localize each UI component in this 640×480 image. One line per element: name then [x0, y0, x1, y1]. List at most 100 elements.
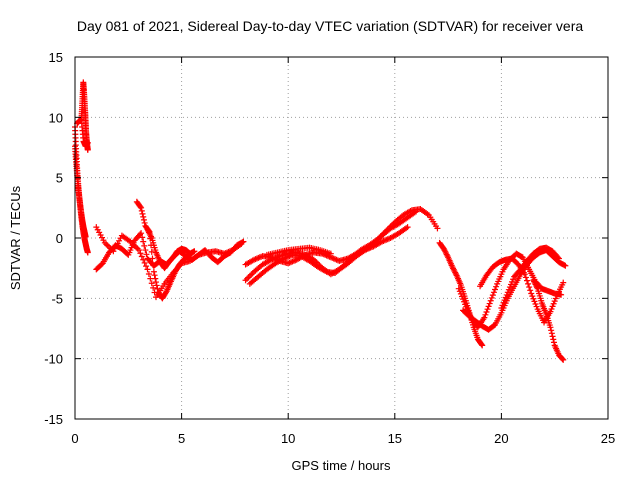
data-point: [552, 295, 559, 302]
data-point: [242, 277, 249, 284]
data-point: [488, 294, 495, 301]
y-tick-label: -5: [51, 291, 63, 306]
data-point: [141, 242, 148, 249]
data-point: [554, 254, 561, 261]
data-point: [483, 309, 490, 316]
data-point: [484, 306, 491, 313]
data-point: [504, 289, 511, 296]
y-tick-label: 5: [56, 171, 63, 186]
data-point: [151, 272, 158, 279]
data-point: [498, 304, 505, 311]
data-point: [482, 311, 489, 318]
data-point: [528, 290, 535, 297]
data-point: [521, 271, 528, 278]
data-point: [525, 280, 532, 287]
data-point: [137, 231, 144, 238]
x-tick-label: 10: [281, 431, 295, 446]
plot-frame: [74, 56, 609, 420]
data-point: [555, 255, 562, 262]
data-point: [139, 210, 146, 217]
data-point: [533, 303, 540, 310]
data-point: [149, 255, 156, 262]
data-point: [243, 275, 250, 282]
data-point: [456, 288, 463, 295]
x-tick-label: 25: [601, 431, 615, 446]
data-point: [550, 336, 557, 343]
data-point: [150, 268, 157, 275]
data-point: [549, 303, 556, 310]
data-point: [505, 286, 512, 293]
data-point: [460, 296, 467, 303]
data-point: [522, 274, 529, 281]
data-point: [137, 203, 144, 210]
y-tick-label: -15: [44, 412, 63, 427]
data-point: [547, 308, 554, 315]
data-point: [104, 242, 111, 249]
data-point: [479, 342, 486, 349]
y-tick-label: -10: [44, 352, 63, 367]
data-point: [245, 274, 252, 281]
data-point: [526, 284, 533, 291]
series-late-drop: [436, 239, 486, 349]
data-point: [140, 238, 147, 245]
data-point: [530, 295, 537, 302]
data-points: [72, 79, 569, 363]
data-point: [153, 282, 160, 289]
data-point: [143, 251, 150, 258]
data-point: [523, 277, 530, 284]
x-axis-label: GPS time / hours: [292, 458, 391, 473]
data-point: [559, 356, 566, 363]
data-point: [560, 279, 567, 286]
x-tick-label: 15: [388, 431, 402, 446]
series-late-loop-3: [477, 255, 567, 326]
data-point: [493, 283, 500, 290]
data-point: [490, 289, 497, 296]
data-point: [191, 248, 198, 255]
data-point: [485, 303, 492, 310]
data-point: [135, 247, 142, 254]
data-point: [550, 300, 557, 307]
data-point: [510, 276, 517, 283]
data-point: [502, 294, 509, 301]
data-point: [148, 280, 155, 287]
data-point: [148, 248, 155, 255]
data-point: [457, 290, 464, 297]
data-point: [246, 273, 253, 280]
data-point: [138, 253, 145, 260]
series-mid-wave-4: [144, 226, 198, 272]
y-tick-label: 10: [49, 110, 63, 125]
data-point: [140, 216, 147, 223]
data-point: [82, 233, 89, 240]
data-point: [404, 224, 411, 231]
x-tick-label: 20: [494, 431, 508, 446]
data-point: [507, 281, 514, 288]
series-descent-2: [72, 143, 89, 240]
data-point: [499, 302, 506, 309]
data-point: [532, 300, 539, 307]
data-point: [548, 330, 555, 337]
data-point: [558, 291, 565, 298]
data-point: [140, 213, 147, 220]
y-tick-label: 15: [49, 50, 63, 65]
chart-title: Day 081 of 2021, Sidereal Day-to-day VTE…: [77, 18, 583, 34]
series-day-band-4: [263, 244, 334, 258]
y-axis-label: SDTVAR / TECUs: [8, 185, 23, 290]
data-point: [140, 256, 147, 263]
data-point: [489, 292, 496, 299]
data-point: [481, 314, 488, 321]
data-point: [434, 225, 441, 232]
data-point: [550, 339, 557, 346]
data-point: [84, 249, 91, 256]
x-tick-labels: 0 5 10 15 20 25: [71, 431, 615, 446]
data-point: [138, 204, 145, 211]
series-late-loop-4: [530, 277, 567, 363]
data-point: [248, 271, 255, 278]
data-point: [548, 305, 555, 312]
data-point: [531, 298, 538, 305]
data-point: [141, 259, 148, 266]
series-early-plateau: [74, 116, 91, 150]
data-point: [142, 247, 149, 254]
data-point: [138, 230, 145, 237]
series-late-loop-2: [460, 247, 569, 333]
